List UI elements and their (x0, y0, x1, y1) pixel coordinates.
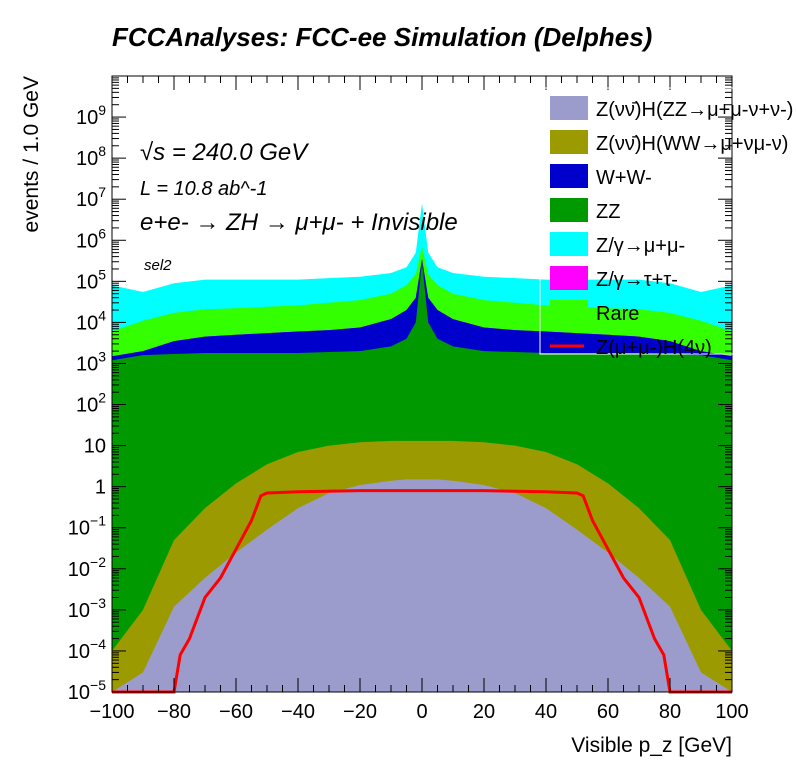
x-tick-label: −60 (219, 701, 253, 723)
x-tick-label: 0 (416, 701, 427, 723)
legend-swatch (550, 232, 588, 256)
x-ticks: −100 −80 −60 −40 −20 0 20 40 60 80 100 (89, 76, 749, 723)
y-axis-label: events / 1.0 GeV (20, 76, 43, 232)
signal-line (112, 489, 732, 694)
x-tick-label: −100 (89, 701, 134, 723)
y-tick-label: 108 (76, 143, 106, 170)
stacked-areas (112, 203, 732, 692)
legend-label: ZZ (596, 201, 620, 223)
y-tick-label: 109 (76, 102, 106, 129)
x-tick-label: 20 (473, 701, 495, 723)
legend-swatch (550, 300, 588, 324)
y-tick-label: 104 (76, 307, 106, 334)
legend-label: Z(νν̄)H(WW→μ+νμ-ν) (596, 133, 788, 155)
y-tick-label: 102 (76, 390, 106, 417)
x-axis-label: Visible p_z [GeV] (571, 734, 732, 757)
y-tick-label: 106 (76, 225, 106, 252)
y-tick-label: 105 (76, 266, 106, 293)
y-tick-label: 10−2 (68, 554, 106, 581)
annotation-sqrt-s: √s = 240.0 GeV (140, 139, 309, 166)
legend-swatch (550, 96, 588, 120)
y-tick-label: 103 (76, 348, 106, 375)
legend-label: Z/γ→τ+τ- (596, 269, 678, 291)
y-tick-label: 10 (84, 436, 106, 458)
x-tick-label: −20 (343, 701, 377, 723)
legend-label: W+W- (596, 167, 652, 189)
x-tick-label: 100 (715, 701, 748, 723)
y-tick-label: 10−4 (68, 636, 106, 663)
legend-frame (539, 87, 737, 355)
y-tick-label: 1 (95, 477, 106, 499)
y-tick-label: 10−3 (68, 595, 106, 622)
x-tick-label: 60 (597, 701, 619, 723)
annotation-lumi: L = 10.8 ab^-1 (140, 178, 267, 200)
legend-swatch (550, 266, 588, 290)
area-0 (112, 479, 732, 692)
legend-label: Z/γ→μ+μ- (596, 235, 685, 257)
x-tick-label: 80 (659, 701, 681, 723)
legend-swatch (550, 130, 588, 154)
y-tick-label: 10−1 (68, 513, 106, 540)
legend: Z(νν̄)H(ZZ→μ+μ-ν+ν-) Z(νν̄)H(WW→μ+νμ-ν) W+… (539, 87, 793, 359)
y-tick-label: 107 (76, 184, 106, 211)
y-ticks: 10−5 10−4 10−3 10−2 10−1 1 10 102 103 104 105 106 10… (68, 77, 732, 704)
annotation-selection: sel2 (144, 257, 172, 274)
y-tick-label: 10−5 (68, 677, 106, 704)
legend-label: Rare (596, 303, 639, 325)
chart-title: FCCAnalyses: FCC-ee Simulation (Delphes) (112, 22, 652, 52)
x-tick-label: 40 (535, 701, 557, 723)
legend-swatch (550, 198, 588, 222)
legend-label: Z(νν̄)H(ZZ→μ+μ-ν+ν-) (596, 99, 793, 121)
legend-label: Z(μ+μ-)H(4ν) (596, 337, 712, 359)
x-tick-label: −80 (157, 701, 191, 723)
legend-swatch (550, 164, 588, 188)
x-tick-label: −40 (281, 701, 315, 723)
annotation-process: e+e- → ZH → μ+μ- + Invisible (140, 209, 458, 236)
